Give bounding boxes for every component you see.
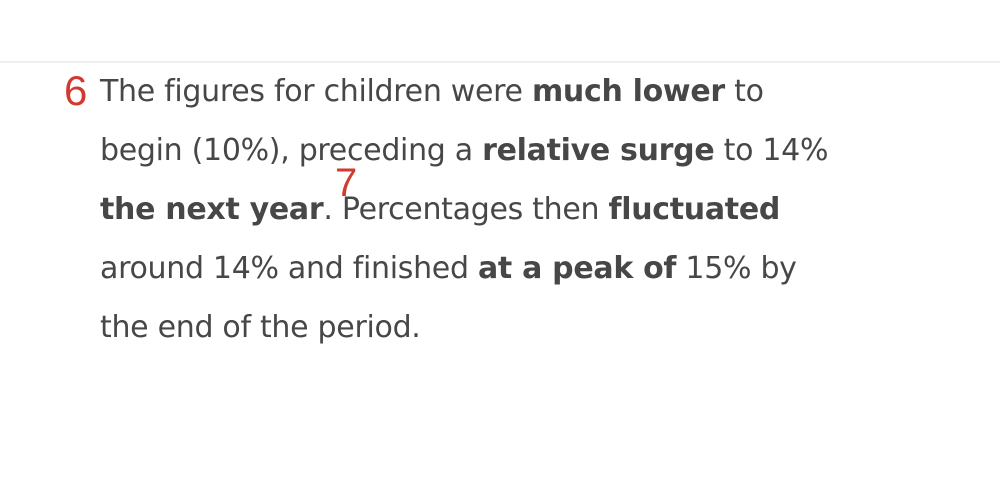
text: . Percentages then bbox=[323, 192, 609, 227]
text-line: around 14% and finished at a peak of 15%… bbox=[100, 239, 980, 298]
text-line: the next year. Percentages then fluctuat… bbox=[100, 180, 980, 239]
text-line: begin (10%), preceding a relative surge … bbox=[100, 121, 980, 180]
bold-text: much lower bbox=[531, 74, 725, 109]
bold-text: the next year bbox=[100, 192, 324, 227]
text-line: the end of the period. bbox=[100, 298, 980, 357]
text: around 14% and finished bbox=[100, 251, 478, 286]
text: to bbox=[724, 74, 764, 109]
bold-text: at a peak of bbox=[477, 251, 677, 286]
paragraph-marker: 6 bbox=[64, 67, 88, 114]
divider bbox=[0, 61, 1000, 63]
inline-marker: 7 bbox=[335, 161, 358, 205]
text-line: The figures for children were much lower… bbox=[100, 62, 980, 121]
text: 15% by bbox=[676, 251, 797, 286]
text: begin (10%), preceding a bbox=[100, 133, 483, 168]
bold-text: fluctuated bbox=[608, 192, 781, 227]
paragraph: The figures for children were much lower… bbox=[100, 62, 980, 357]
bold-text: relative surge bbox=[482, 133, 715, 168]
text: to 14% bbox=[714, 133, 829, 168]
text: the end of the period. bbox=[100, 310, 421, 345]
text: The figures for children were bbox=[100, 74, 532, 109]
